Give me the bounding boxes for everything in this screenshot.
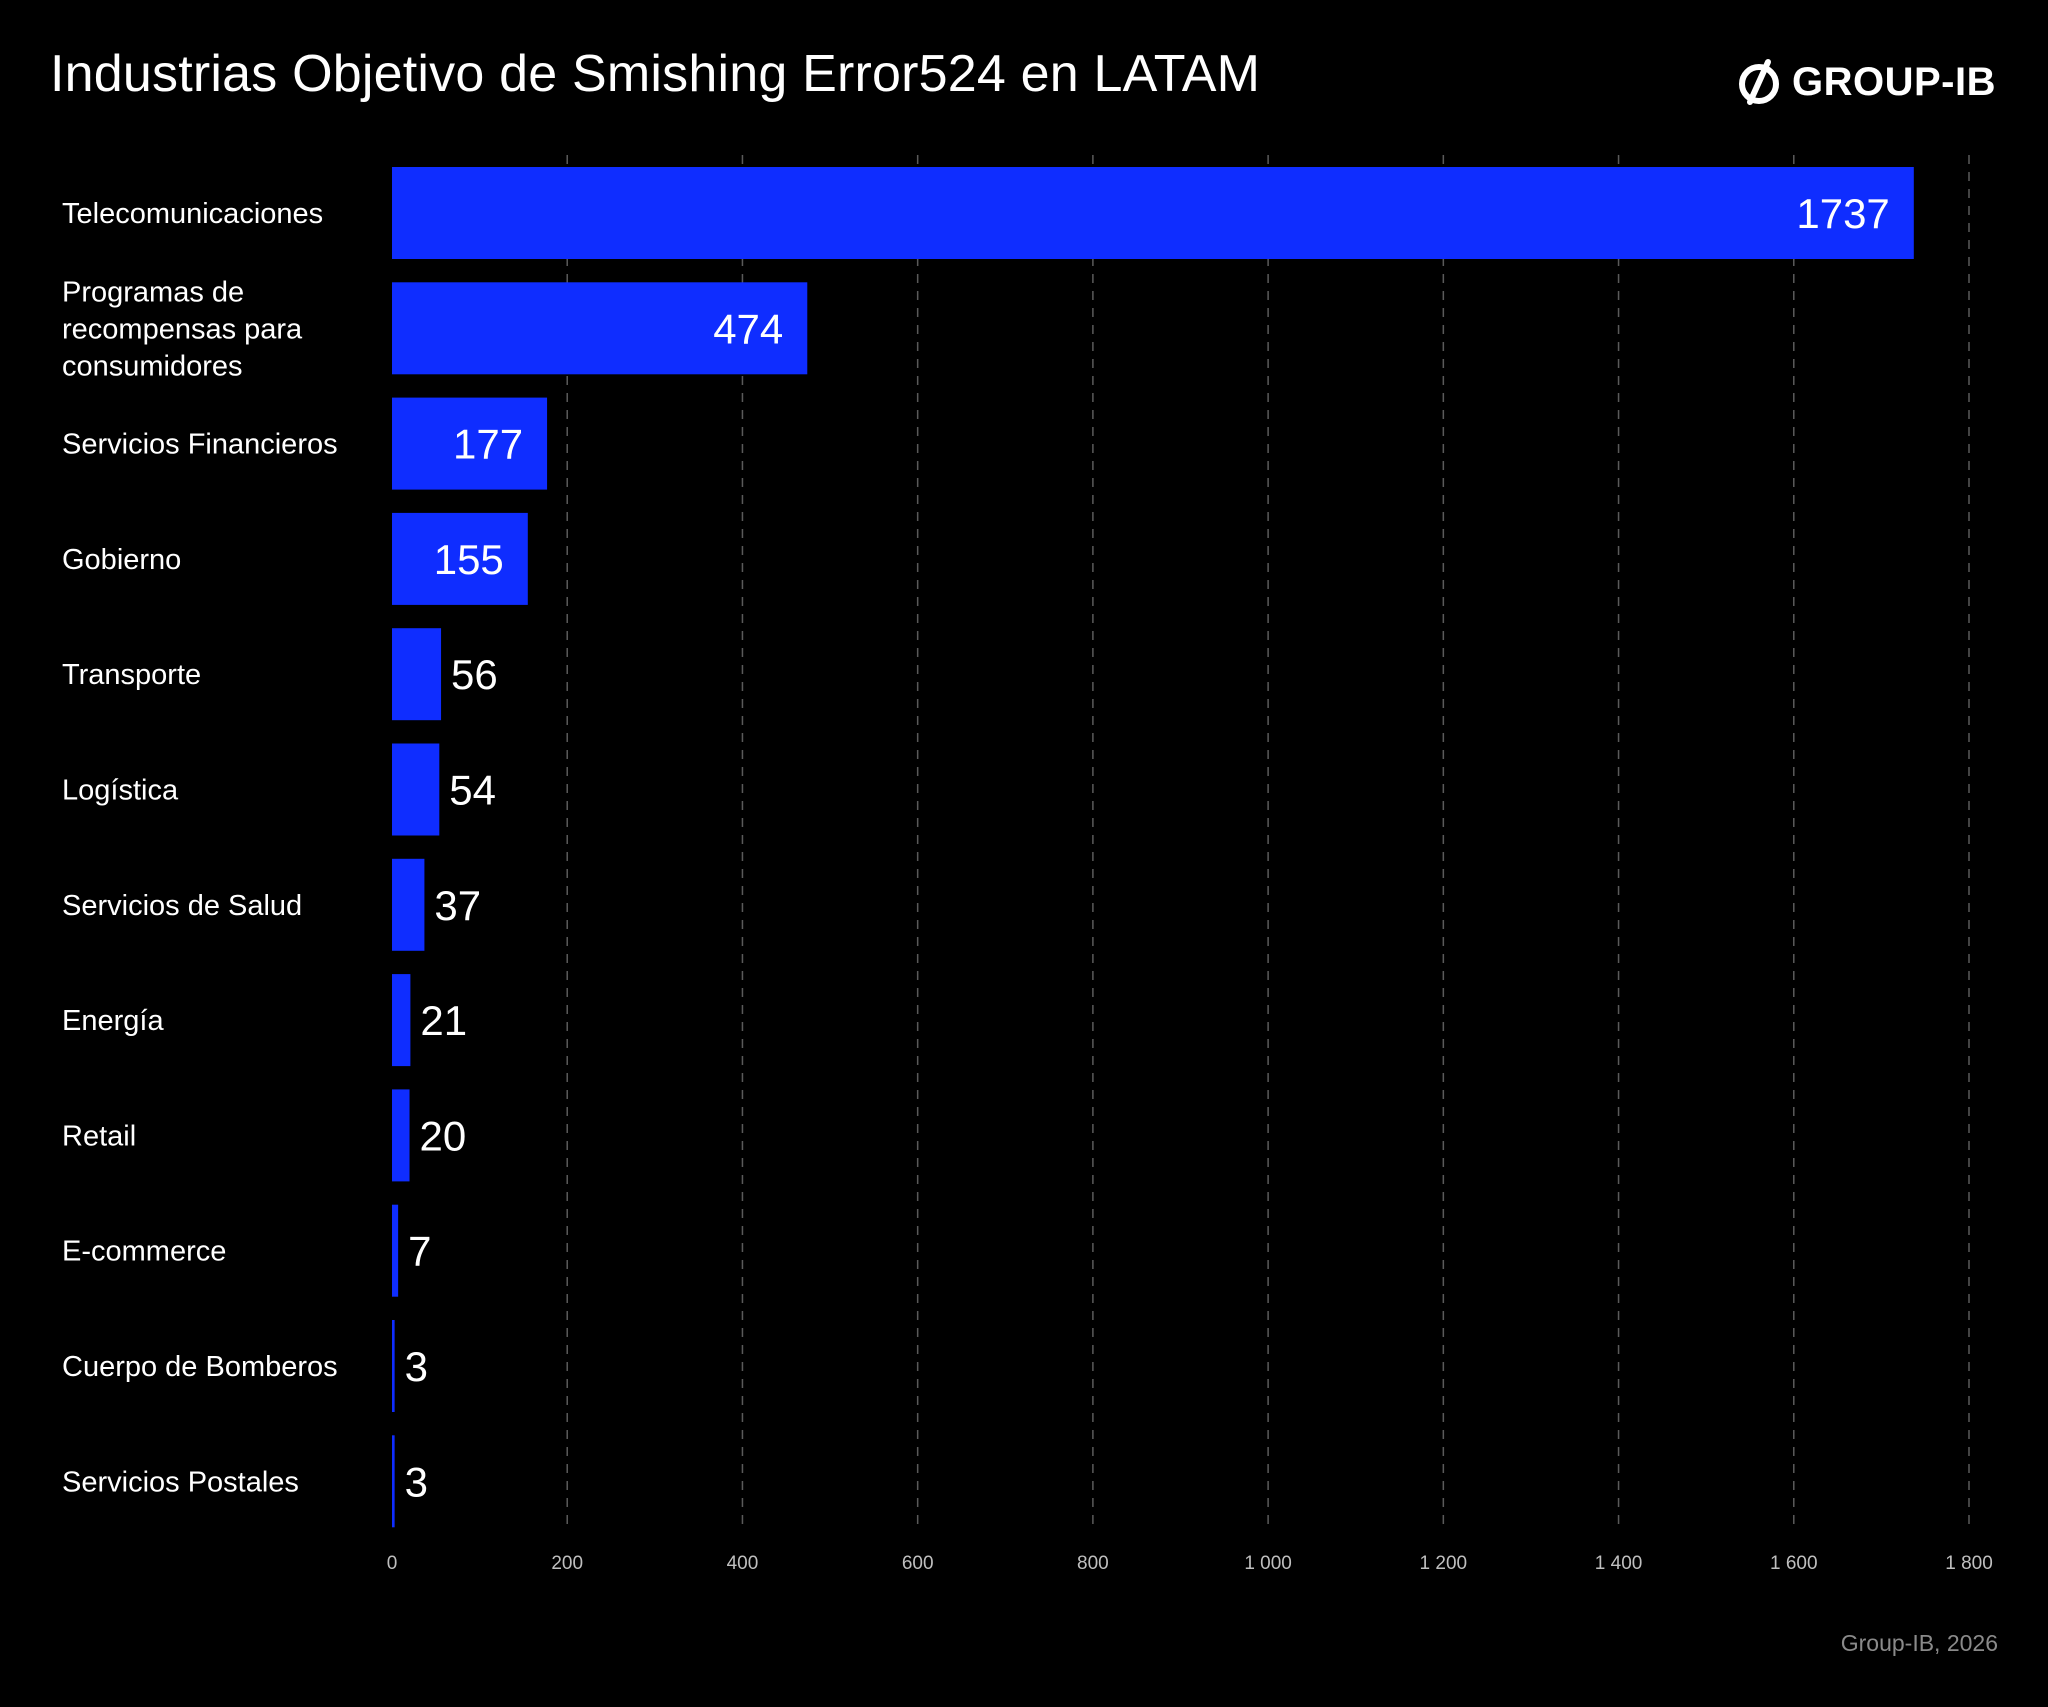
x-tick-label: 1 800 <box>1945 1553 1993 1574</box>
x-tick-label: 400 <box>727 1553 759 1574</box>
category-labels: Telecomunicaciones Programas de recompensa… <box>62 198 338 1498</box>
category-label-line: Programas de <box>62 276 244 308</box>
category-label-line: Transporte <box>62 659 201 691</box>
value-label: 7 <box>408 1228 431 1275</box>
category-label-line: Logística <box>62 775 179 807</box>
x-tick-label: 200 <box>551 1553 583 1574</box>
bar <box>392 512 528 605</box>
category-label: Servicios de Salud <box>62 890 302 922</box>
category-label: Cuerpo de Bomberos <box>62 1351 338 1383</box>
bar <box>392 974 411 1067</box>
category-label-line: Energía <box>62 1005 164 1037</box>
x-tick-label: 600 <box>902 1553 934 1574</box>
bar <box>392 1435 395 1528</box>
value-label: 20 <box>420 1112 467 1159</box>
category-label: E-commerce <box>62 1236 226 1268</box>
category-label-line: Cuerpo de Bomberos <box>62 1351 338 1383</box>
category-label: Logística <box>62 775 179 807</box>
value-label: 54 <box>449 767 496 814</box>
bar <box>392 167 1914 259</box>
category-label-line: E-commerce <box>62 1236 226 1268</box>
category-label: Gobierno <box>62 544 181 576</box>
x-tick-label: 1 400 <box>1595 1553 1643 1574</box>
chart-title: Industrias Objetivo de Smishing Error524… <box>50 45 1261 103</box>
bar <box>392 282 808 375</box>
bars <box>392 167 1914 1528</box>
bar <box>392 397 548 490</box>
category-label: Servicios Postales <box>62 1466 299 1498</box>
x-tick-label: 0 <box>387 1553 398 1574</box>
value-label: 177 <box>453 421 523 468</box>
value-labels: 1737 474 177 155 56 54 37 21 20 7 3 3 <box>405 190 1890 1505</box>
grid-lines <box>566 155 1970 1530</box>
category-label-line: Servicios Postales <box>62 1466 299 1498</box>
group-ib-logo: GROUP-IB <box>1736 58 1996 106</box>
category-label: Energía <box>62 1005 164 1037</box>
category-label-line: consumidores <box>62 350 243 382</box>
source-note: Group-IB, 2026 <box>1840 1630 1998 1656</box>
bar <box>392 1204 399 1297</box>
bar <box>392 743 440 836</box>
bar <box>392 1089 410 1182</box>
value-label: 21 <box>420 997 467 1044</box>
value-label: 3 <box>405 1343 428 1390</box>
value-label: 155 <box>434 536 504 583</box>
x-tick-label: 1 600 <box>1770 1553 1818 1574</box>
value-label: 3 <box>405 1458 428 1505</box>
category-label: Programas de recompensas para consumidores <box>62 276 303 382</box>
x-tick-label: 1 000 <box>1244 1553 1292 1574</box>
category-label-line: Gobierno <box>62 544 181 576</box>
value-label: 474 <box>713 305 783 352</box>
category-label-line: recompensas para <box>62 313 303 345</box>
x-tick-label: 800 <box>1077 1553 1109 1574</box>
category-label-line: Retail <box>62 1120 136 1152</box>
group-ib-logo-icon <box>1739 59 1779 105</box>
x-tick-label: 1 200 <box>1420 1553 1468 1574</box>
value-label: 37 <box>434 882 481 929</box>
category-label-line: Telecomunicaciones <box>62 198 323 230</box>
logo-text: GROUP-IB <box>1792 59 1996 104</box>
bar <box>392 628 442 721</box>
value-label: 56 <box>451 651 498 698</box>
category-label: Telecomunicaciones <box>62 198 323 230</box>
bar-chart: Telecomunicaciones Programas de recompensa… <box>62 155 1993 1574</box>
value-label: 1737 <box>1796 190 1889 237</box>
x-axis-ticks: 0 200 400 600 800 1 000 1 200 1 400 1 600 1 800 <box>387 1553 1993 1574</box>
bar <box>392 858 425 951</box>
bar <box>392 1320 395 1412</box>
category-label: Transporte <box>62 659 201 691</box>
category-label: Retail <box>62 1120 136 1152</box>
category-label-line: Servicios Financieros <box>62 429 338 461</box>
category-label: Servicios Financieros <box>62 429 338 461</box>
category-label-line: Servicios de Salud <box>62 890 302 922</box>
